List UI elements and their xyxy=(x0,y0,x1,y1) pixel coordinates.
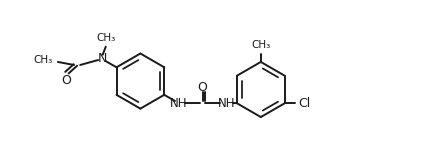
Text: O: O xyxy=(61,74,71,87)
Text: CH₃: CH₃ xyxy=(34,55,52,65)
Text: CH₃: CH₃ xyxy=(251,40,270,50)
Text: Cl: Cl xyxy=(298,97,311,110)
Text: NH: NH xyxy=(170,97,187,110)
Text: O: O xyxy=(197,81,207,94)
Text: NH: NH xyxy=(218,97,235,110)
Text: N: N xyxy=(97,52,107,65)
Text: CH₃: CH₃ xyxy=(96,33,115,43)
